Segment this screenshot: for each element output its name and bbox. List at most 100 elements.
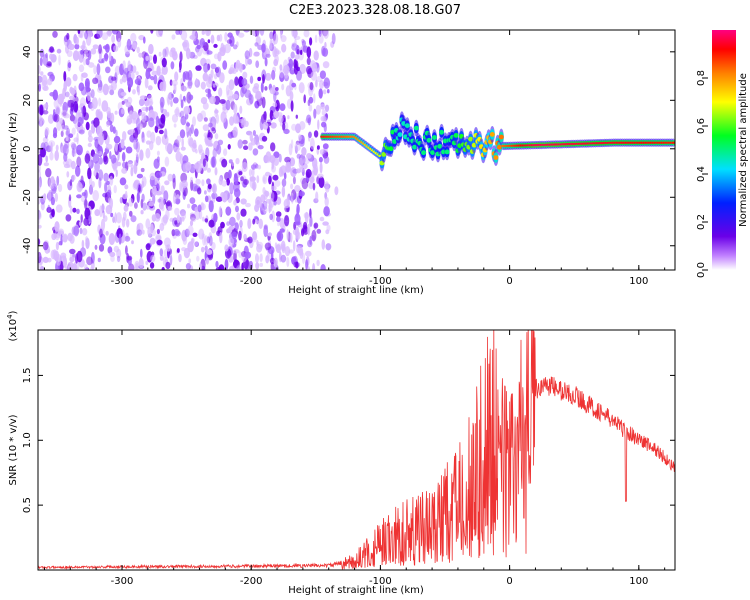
noise-speckle	[225, 206, 232, 216]
noise-speckle	[271, 159, 275, 170]
noise-speckle	[83, 217, 90, 226]
noise-speckle	[226, 39, 233, 44]
noise-speckle	[78, 64, 85, 73]
noise-speckle	[38, 75, 43, 83]
noise-speckle	[97, 87, 104, 93]
noise-speckle	[69, 179, 73, 187]
noise-speckle	[50, 142, 53, 153]
y-tick-label: -40	[22, 238, 33, 254]
noise-speckle	[81, 239, 85, 249]
y-tick-label: 20	[22, 94, 33, 107]
noise-speckle	[239, 219, 243, 228]
x-tick-label: -100	[369, 276, 392, 287]
noise-speckle	[322, 61, 330, 69]
noise-speckle	[275, 99, 280, 112]
noise-speckle	[103, 172, 109, 182]
noise-speckle	[90, 266, 94, 270]
noise-speckle	[49, 46, 54, 53]
noise-speckle	[43, 193, 47, 201]
noise-speckle	[47, 78, 53, 86]
noise-speckle	[212, 83, 216, 88]
noise-speckle	[131, 240, 134, 245]
noise-speckle	[120, 138, 125, 149]
noise-speckle	[166, 244, 171, 252]
noise-speckle	[245, 202, 251, 208]
noise-speckle	[334, 186, 339, 196]
noise-speckle	[309, 60, 316, 69]
noise-speckle	[68, 95, 75, 101]
noise-speckle	[76, 181, 83, 193]
noise-speckle	[132, 42, 137, 50]
noise-speckle	[287, 115, 290, 120]
noise-speckle	[283, 59, 289, 71]
noise-speckle	[103, 151, 108, 163]
noise-speckle	[309, 215, 313, 228]
x-tick-label: 0	[506, 576, 512, 587]
snr-y-axis-label: SNR (10 * v/v)	[8, 414, 19, 485]
noise-speckle	[49, 53, 54, 60]
noise-speckle	[127, 60, 131, 73]
noise-speckle	[67, 232, 73, 242]
snr-panel: -300 -200 -100 0 100 0.5 1.0 1.5 SNR (10 * v/v)…	[6, 310, 676, 596]
noise-speckle	[240, 198, 247, 205]
noise-speckle	[118, 233, 122, 245]
noise-speckle	[257, 145, 264, 150]
noise-speckle	[262, 174, 268, 185]
noise-speckle	[55, 144, 59, 152]
noise-speckle	[69, 256, 75, 262]
noise-speckle	[293, 35, 301, 41]
noise-speckle	[56, 48, 62, 54]
noise-speckle	[156, 228, 160, 235]
noise-speckle	[298, 157, 304, 170]
noise-speckle	[294, 142, 301, 152]
noise-speckle	[52, 89, 58, 101]
noise-speckle	[214, 109, 219, 114]
noise-speckle	[174, 71, 179, 82]
noise-speckle	[264, 86, 268, 91]
noise-speckle	[255, 196, 262, 209]
noise-speckle	[92, 44, 99, 50]
noise-speckle	[72, 73, 78, 82]
noise-speckle	[48, 190, 52, 202]
noise-speckle	[148, 74, 152, 79]
noise-speckle	[69, 252, 74, 264]
noise-speckle	[193, 139, 197, 149]
noise-speckle	[273, 151, 280, 159]
noise-speckle	[276, 231, 284, 242]
noise-speckle	[176, 214, 181, 224]
noise-speckle	[276, 216, 281, 223]
noise-speckle	[119, 197, 123, 204]
noise-speckle	[172, 97, 179, 104]
noise-speckle	[105, 66, 111, 74]
noise-speckle	[109, 175, 114, 186]
noise-speckle	[262, 121, 269, 130]
noise-speckle	[291, 82, 297, 88]
noise-speckle	[88, 160, 92, 167]
noise-speckle	[279, 68, 285, 79]
noise-speckle	[126, 255, 133, 261]
noise-speckle	[299, 248, 304, 260]
noise-speckle	[179, 209, 186, 217]
noise-speckle	[180, 99, 184, 109]
noise-speckle	[164, 156, 170, 167]
noise-speckle	[100, 218, 106, 231]
noise-speckle	[319, 70, 326, 79]
noise-speckle	[190, 237, 195, 244]
noise-speckle	[145, 148, 151, 159]
noise-speckle	[60, 234, 63, 246]
noise-speckle	[270, 185, 277, 191]
noise-speckle	[206, 49, 210, 55]
noise-speckle	[54, 192, 58, 202]
noise-speckle	[173, 83, 177, 94]
noise-speckle	[51, 233, 57, 241]
noise-speckle	[324, 196, 329, 207]
noise-speckle	[91, 181, 95, 188]
noise-speckle	[315, 191, 319, 202]
noise-speckle	[73, 261, 77, 270]
noise-speckle	[99, 228, 103, 238]
noise-speckle	[316, 259, 320, 267]
noise-speckle	[233, 181, 240, 192]
noise-speckle	[181, 180, 188, 189]
noise-speckle	[132, 127, 139, 140]
noise-speckle	[73, 101, 79, 113]
